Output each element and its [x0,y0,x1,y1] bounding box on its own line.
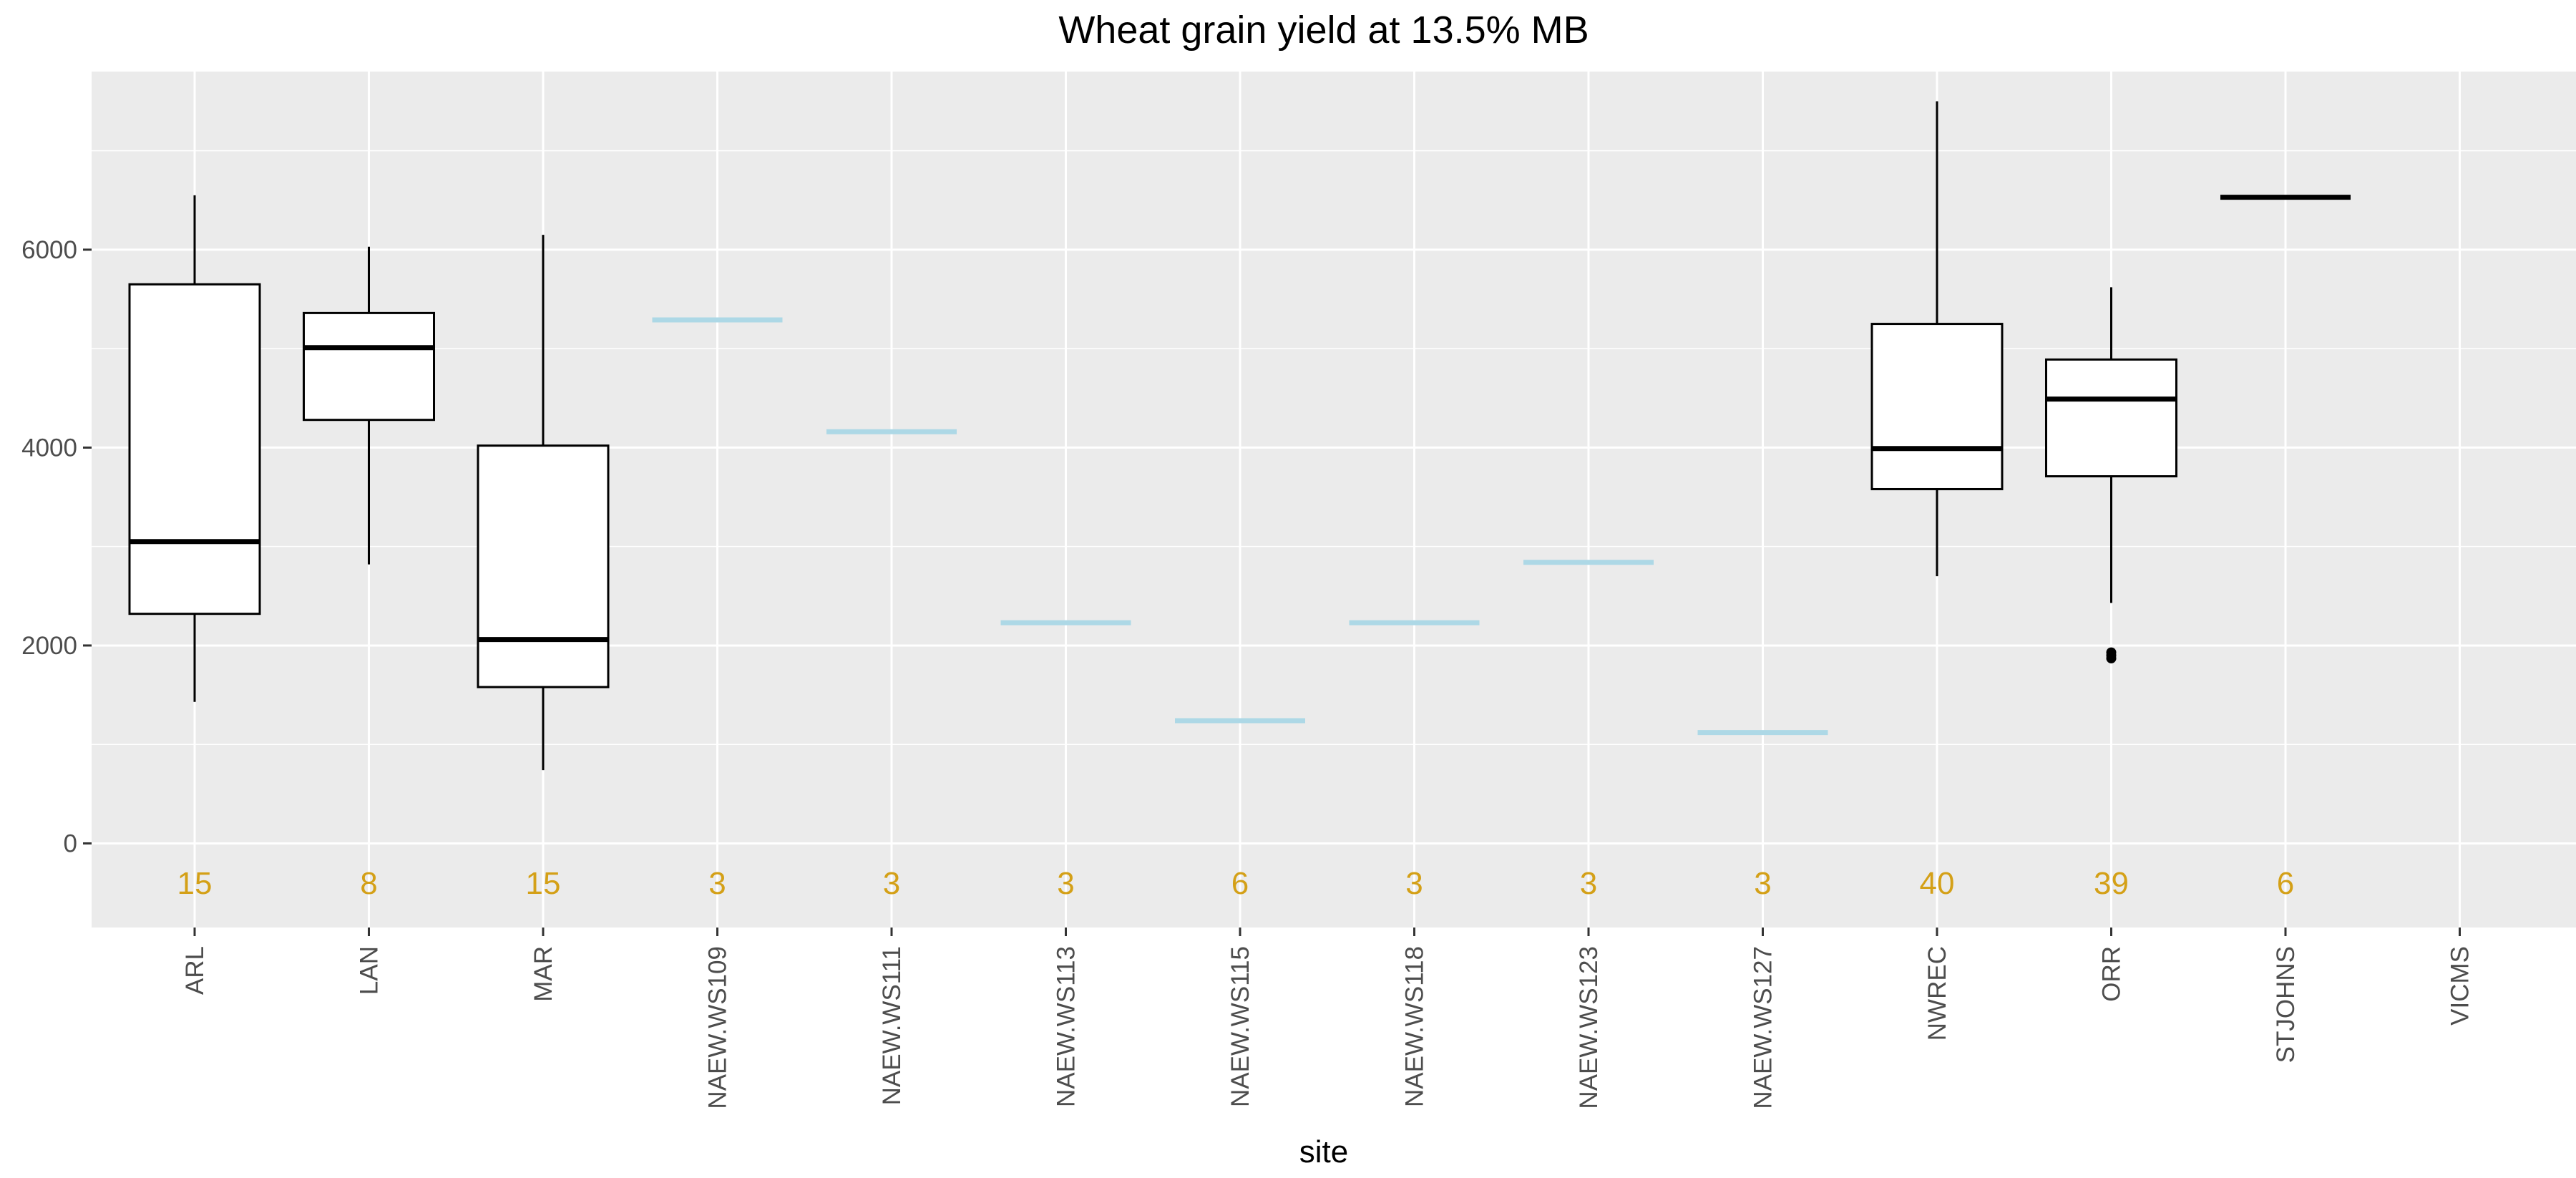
count-label: 3 [1754,866,1771,901]
box-iqr [303,311,435,422]
x-axis-title: site [1299,1134,1348,1169]
plot-panel [92,72,2576,928]
box-iqr [1870,323,2004,490]
count-label: 40 [1920,866,1955,901]
count-label: 39 [2094,866,2129,901]
count-label: 3 [708,866,726,901]
box-iqr [2045,358,2177,478]
x-tick-label: ORR [2098,946,2126,1002]
count-labels: 15 8 15 3 3 3 6 3 3 3 40 39 6 [177,866,2295,901]
count-label: 3 [1580,866,1597,901]
x-tick-label: NAEW.WS118 [1401,946,1429,1107]
x-tick-label: NAEW.WS115 [1226,946,1254,1107]
x-axis: ARL LAN MAR NAEW.WS109 NAEW.WS111 NAEW.WS113 N… [181,928,2474,1109]
count-label: 15 [526,866,561,901]
x-tick-label: NAEW.WS109 [704,946,732,1109]
y-axis: 0 2000 4000 6000 [21,236,92,857]
count-label: 3 [1405,866,1423,901]
count-label: 3 [883,866,900,901]
box-iqr [128,283,261,615]
x-tick-label: NAEW.WS113 [1053,946,1080,1107]
x-tick-label: STJOHNS [2272,946,2300,1063]
x-tick-label: VICMS [2446,946,2474,1026]
outlier-point [2106,647,2117,658]
x-tick-label: LAN [356,946,384,995]
x-tick-label: ARL [181,946,209,995]
count-label: 15 [177,866,213,901]
boxplot-lan [303,246,435,565]
box-iqr [477,444,610,688]
count-label: 6 [2277,866,2294,901]
count-label: 8 [360,866,377,901]
boxplot-orr [2045,287,2177,663]
y-tick-label: 2000 [21,632,77,660]
boxplots [128,101,2351,771]
x-tick-label: NWREC [1923,946,1951,1041]
count-label: 3 [1057,866,1074,901]
chart-title: Wheat grain yield at 13.5% MB [1058,9,1589,52]
boxplot-nwrec [1870,101,2004,577]
x-tick-label: NAEW.WS127 [1750,946,1777,1109]
y-tick-label: 6000 [21,236,77,264]
y-tick-label: 4000 [21,434,77,462]
boxplot-arl [128,195,261,702]
x-tick-label: NAEW.WS111 [878,946,906,1105]
y-tick-label: 0 [64,829,77,857]
mean-lines [652,317,1828,736]
boxplot-mar [477,235,610,771]
count-label: 6 [1231,866,1249,901]
x-tick-label: NAEW.WS123 [1575,946,1603,1109]
x-tick-label: MAR [530,946,557,1002]
